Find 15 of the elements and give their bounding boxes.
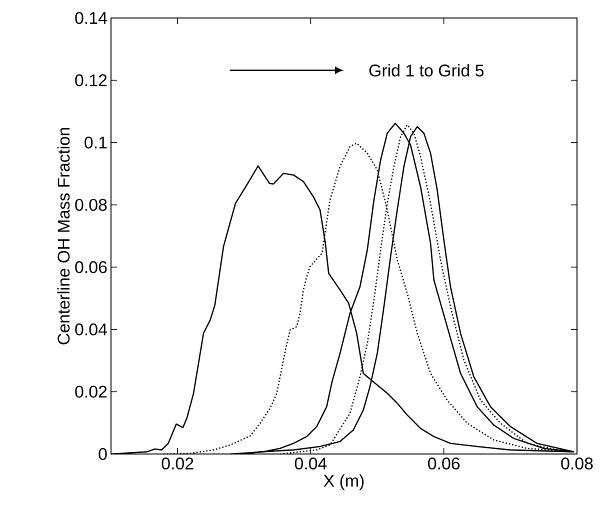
y-tick-label: 0.12 xyxy=(75,74,107,86)
y-tick-label: 0.04 xyxy=(75,323,107,336)
y-tick-label: 0.08 xyxy=(75,198,107,211)
x-tick-label: 0.08 xyxy=(561,458,593,470)
y-tick-label: 0 xyxy=(98,448,107,460)
y-tick-label: 0.14 xyxy=(75,12,107,24)
x-tick-label: 0.06 xyxy=(428,458,460,470)
y-axis-title: Centerline OH Mass Fraction xyxy=(57,128,70,344)
x-tick-label: 0.04 xyxy=(294,458,327,470)
y-tick-label: 0.06 xyxy=(75,261,107,274)
y-tick-label: 0.02 xyxy=(75,386,107,398)
x-axis-title: X (m) xyxy=(324,474,364,490)
x-tick-label: 0.02 xyxy=(162,458,194,470)
y-tick-label: 0.1 xyxy=(84,136,107,149)
annotation: Grid 1 to Grid 5 xyxy=(369,64,484,77)
